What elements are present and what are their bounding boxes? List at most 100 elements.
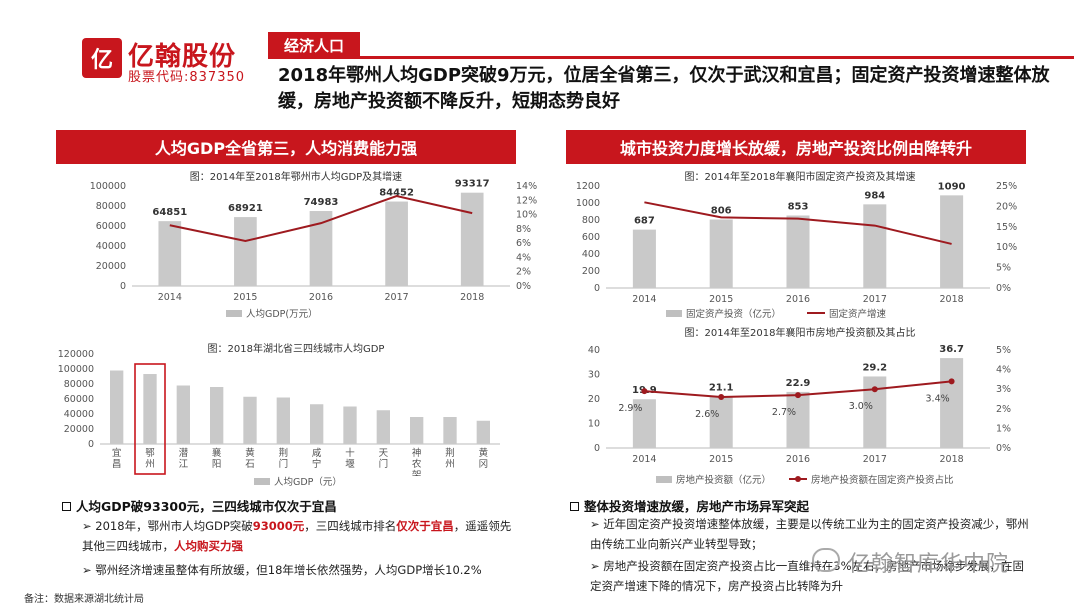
y-tick-label: 80000: [96, 201, 126, 212]
y-tick-label: 60000: [64, 394, 94, 405]
y-tick-label: 40: [588, 345, 600, 356]
y-tick-label: 40000: [96, 241, 126, 252]
y2-tick-label: 25%: [996, 181, 1017, 192]
arrow-bullet-icon: ➢: [82, 519, 96, 533]
left-panel-heading: 人均GDP全省第三，人均消费能力强: [56, 130, 516, 164]
x-tick-label: 2017: [863, 454, 887, 465]
y2-tick-label: 6%: [516, 238, 531, 249]
x-tick-label: 襄阳: [212, 447, 222, 470]
x-tick-label: 咸宁: [312, 447, 322, 470]
stock-code: 股票代码:837350: [128, 70, 246, 85]
line-value-label: 3.4%: [926, 393, 950, 404]
chart-gdp-trend: 100000 80000 60000 40000 20000 0 14% 12% 10% 8% 6%…: [90, 179, 537, 303]
bar-value-label: 29.2: [862, 362, 887, 373]
x-tick-label: 鄂州: [145, 448, 155, 470]
y-tick-label: 0: [120, 281, 126, 292]
left-bullet-heading: 人均GDP破93300元，三四线城市仅次于宜昌: [62, 496, 337, 515]
legend-label: 固定资产投资（亿元）: [686, 309, 782, 320]
legend-bar-swatch: [656, 475, 672, 483]
legend-bar-swatch: [666, 309, 682, 317]
x-tick-label: 2016: [786, 454, 810, 465]
x-tick-label: 荆州: [445, 447, 455, 470]
y-tick-label: 20000: [64, 424, 94, 435]
x-tick-label: 宜昌: [112, 447, 122, 470]
series-line: [169, 194, 473, 243]
y2-tick-label: 10%: [996, 242, 1017, 253]
bar: [940, 358, 964, 448]
y2-tick-label: 3%: [996, 384, 1011, 395]
bar: [234, 217, 257, 286]
bar-value-label: 84452: [379, 188, 414, 199]
brand-logo-icon: 亿: [82, 38, 122, 78]
x-tick-label: 2015: [709, 454, 733, 465]
x-tick-label: 黄石: [245, 447, 255, 470]
bar: [632, 229, 656, 288]
bar: [863, 204, 887, 288]
legend-label: 人均GDP(万元）: [246, 309, 318, 320]
bar: [632, 399, 656, 448]
bar: [158, 221, 182, 286]
bar-value-label: 64851: [152, 207, 187, 218]
x-tick-label: 2014: [632, 454, 656, 465]
line-point: [795, 392, 801, 399]
y2-tick-label: 0%: [996, 443, 1011, 454]
bar: [143, 374, 157, 444]
bar-value-label: 93317: [455, 179, 490, 190]
arrow-bullet-icon: ➢: [82, 563, 96, 577]
line-value-label: 2.7%: [772, 407, 796, 418]
chart-legend: 房地产投资额（亿元） 房地产投资额在固定资产投资占比: [656, 472, 954, 486]
y2-tick-label: 14%: [516, 181, 537, 192]
highlight-box: [134, 363, 166, 475]
bar: [376, 410, 390, 444]
line-point: [641, 388, 648, 395]
legend-label: 固定资产增速: [829, 309, 887, 320]
chart-city-gdp: 120000 100000 80000 60000 40000 20000 0 宜昌 鄂州 潜江襄…: [58, 349, 500, 476]
x-tick-label: 2017: [863, 294, 887, 305]
bar: [940, 195, 964, 288]
y-tick-label: 100000: [58, 364, 94, 375]
legend-bar-swatch: [254, 477, 270, 485]
y-tick-label: 60000: [96, 221, 126, 232]
y-tick-label: 20000: [96, 261, 126, 272]
x-tick-label: 2016: [309, 292, 333, 303]
y-tick-label: 400: [582, 249, 600, 260]
bar-value-label: 853: [788, 201, 809, 212]
legend-label: 房地产投资额（亿元）: [676, 475, 772, 486]
right-bullet-1: ➢ 近年固定资产投资增速整体放缓，主要是以传统工业为主的固定资产投资减少，鄂州由…: [590, 517, 1029, 551]
left-bullet-2: ➢ 鄂州经济增速虽整体有所放缓，但18年增长依然强势，人均GDP增长10.2%: [82, 563, 482, 577]
line-value-label: 3.0%: [849, 401, 873, 412]
y-tick-label: 80000: [64, 379, 94, 390]
watermark: 亿翰智库华中院: [848, 552, 1010, 577]
line-value-label: 2.6%: [695, 409, 719, 420]
bar: [110, 370, 124, 444]
arrow-bullet-icon: ➢: [590, 559, 604, 573]
legend-label: 房地产投资额在固定资产投资占比: [811, 475, 954, 486]
y-tick-label: 40000: [64, 409, 94, 420]
bar-value-label: 22.9: [786, 378, 811, 389]
y-tick-label: 30: [588, 370, 600, 381]
y2-tick-label: 15%: [996, 222, 1017, 233]
y2-tick-label: 5%: [996, 263, 1011, 274]
y2-tick-label: 5%: [996, 345, 1011, 356]
line-point: [948, 378, 955, 385]
y-tick-label: 600: [582, 232, 600, 243]
left-bullet-1: ➢ 2018年，鄂州市人均GDP突破93000元，三四线城市排名仅次于宜昌，遥遥…: [82, 519, 512, 553]
x-tick-label: 黄冈: [479, 447, 489, 470]
bar: [476, 420, 490, 444]
chart-title: 图：2014年至2018年鄂州市人均GDP及其增速: [189, 172, 403, 183]
chart-fixed-investment: 1200 1000 800 600 400 200 0 25% 20% 15% 10% 5% 0% 201…: [576, 181, 1017, 305]
bar: [786, 391, 810, 448]
legend-line-swatch: [789, 476, 808, 482]
chart-legend: 固定资产投资（亿元） 固定资产增速: [666, 306, 886, 320]
checkbox-bullet-icon: [570, 502, 579, 511]
bar: [863, 376, 887, 448]
bar-value-label: 21.1: [709, 382, 734, 393]
bar-value-label: 984: [864, 190, 885, 201]
page-title: 2018年鄂州人均GDP突破9万元，位居全省第三，仅次于武汉和宜昌；固定资产投资…: [278, 65, 1050, 112]
bar: [709, 219, 733, 288]
x-tick-label: 2018: [460, 292, 484, 303]
bar-value-label: 806: [711, 205, 732, 216]
y-tick-label: 120000: [58, 349, 94, 360]
y-tick-label: 200: [582, 266, 600, 277]
line-value-label: 2.9%: [618, 403, 642, 414]
